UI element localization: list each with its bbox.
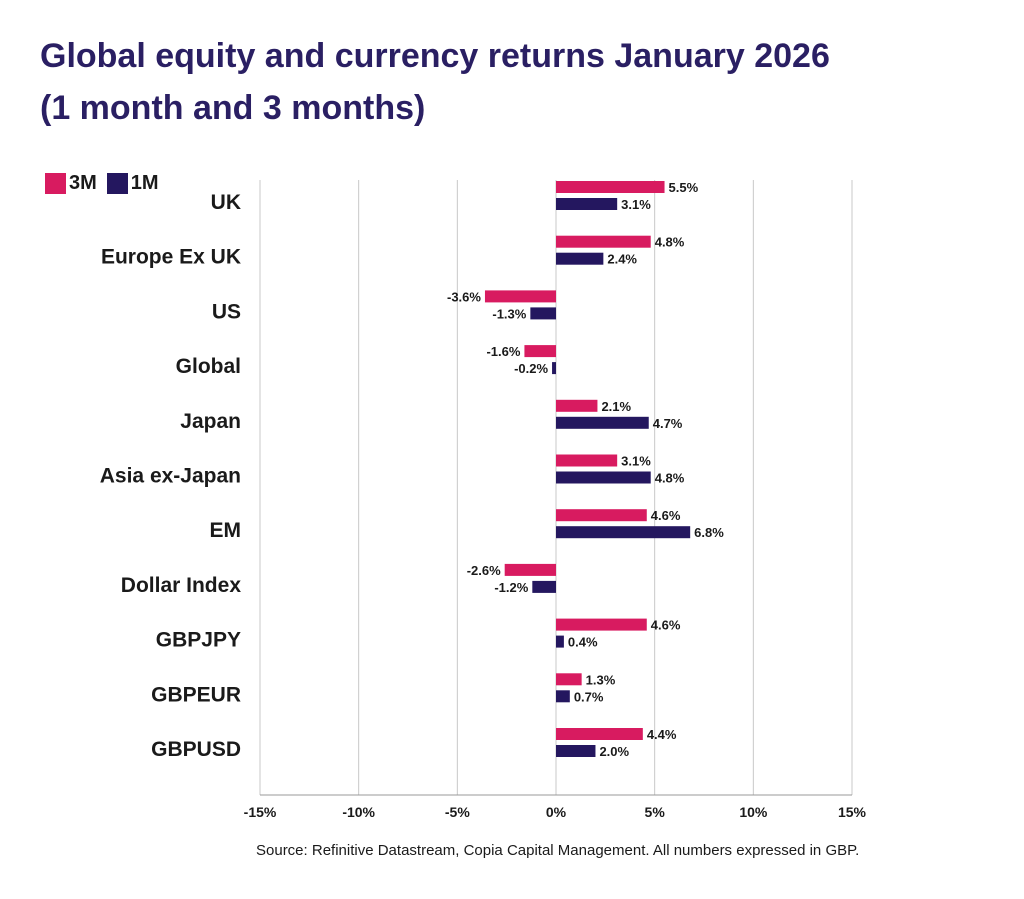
data-label: 5.5% [669, 180, 699, 195]
legend-swatch-3m [45, 173, 66, 194]
x-tick-label: -5% [445, 804, 470, 820]
category-label: Asia ex-Japan [100, 465, 241, 488]
bar-3m-gbpjpy [556, 618, 647, 631]
category-label: Japan [180, 410, 241, 433]
category-label: UK [211, 191, 241, 214]
category-label: Dollar Index [121, 574, 242, 597]
data-label: 4.6% [651, 508, 681, 523]
data-label: 2.0% [599, 744, 629, 759]
bar-3m-em [556, 509, 647, 522]
bar-3m-uk [556, 181, 665, 193]
x-tick-label: 10% [739, 804, 768, 820]
bar-1m-gbpusd [556, 745, 596, 757]
x-tick-label: -15% [244, 804, 277, 820]
bar-3m-gbpusd [556, 728, 643, 740]
bar-3m-global [524, 345, 556, 358]
bar-3m-dollar-index [504, 563, 556, 576]
x-tick-label: 0% [546, 804, 567, 820]
category-label: Global [176, 355, 241, 378]
data-label: 4.8% [655, 471, 685, 486]
bar-1m-gbpjpy [556, 635, 564, 648]
bar-1m-global [552, 362, 556, 375]
chart-title: Global equity and currency returns Janua… [40, 30, 1000, 134]
legend-item-1m: 1M [106, 172, 159, 195]
category-label: US [212, 300, 241, 323]
bar-3m-europe-ex-uk [556, 235, 651, 248]
data-label: -2.6% [467, 563, 501, 578]
legend-item-3m: 3M [45, 172, 97, 195]
source-note: Source: Refinitive Datastream, Copia Cap… [256, 842, 860, 859]
data-label: 6.8% [694, 525, 724, 540]
data-label: 4.6% [651, 618, 681, 633]
legend-label-1m: 1M [130, 172, 159, 194]
data-label: -0.2% [514, 361, 548, 376]
data-label: 4.7% [653, 416, 683, 431]
title-line-1: Global equity and currency returns Janua… [40, 37, 830, 75]
legend-swatch-1m [106, 173, 128, 194]
bar-1m-asia-ex-japan [556, 471, 651, 484]
bar-1m-japan [556, 416, 649, 429]
x-tick-label: -10% [342, 804, 375, 820]
bar-1m-gbpeur [556, 690, 570, 703]
category-label: GBPUSD [151, 738, 241, 761]
category-label: Europe Ex UK [101, 246, 241, 269]
title-line-2: (1 month and 3 months) [40, 89, 426, 127]
data-label: 3.1% [621, 454, 651, 469]
legend-label-3m: 3M [69, 172, 97, 194]
bar-1m-dollar-index [532, 580, 556, 593]
data-label: 4.8% [655, 235, 685, 250]
bar-1m-europe-ex-uk [556, 252, 604, 265]
bar-3m-gbpeur [556, 673, 582, 686]
bar-1m-uk [556, 198, 618, 210]
x-tick-label: 15% [838, 804, 867, 820]
data-label: 2.1% [601, 399, 631, 414]
data-label: 0.7% [574, 689, 604, 704]
bar-1m-us [530, 307, 556, 320]
data-label: -3.6% [447, 289, 481, 304]
data-label: 1.3% [586, 672, 616, 687]
bar-3m-us [484, 290, 556, 303]
data-label: 3.1% [621, 197, 651, 212]
bar-3m-asia-ex-japan [556, 454, 618, 467]
legend: 3M 1M [45, 172, 169, 195]
data-label: -1.3% [492, 306, 526, 321]
data-label: 4.4% [647, 727, 677, 742]
data-label: 0.4% [568, 635, 598, 650]
category-label: EM [210, 519, 242, 542]
bar-3m-japan [556, 399, 598, 412]
category-label: GBPEUR [151, 683, 241, 706]
data-label: -1.2% [494, 580, 528, 595]
bar-1m-em [556, 526, 691, 539]
data-label: 2.4% [607, 252, 637, 267]
data-label: -1.6% [486, 344, 520, 359]
category-label: GBPJPY [156, 629, 241, 652]
x-tick-label: 5% [645, 804, 666, 820]
